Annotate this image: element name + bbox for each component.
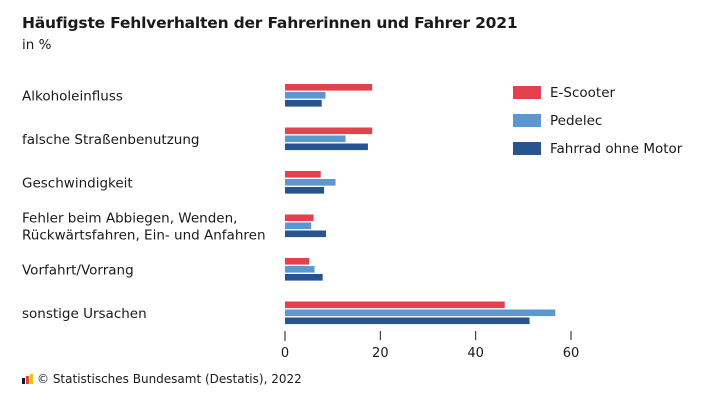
bar-1-4: [285, 266, 315, 273]
legend-swatch-1: [513, 114, 541, 127]
source-footer: © Statistisches Bundesamt (Destatis), 20…: [22, 372, 302, 386]
bar-2-5: [285, 317, 530, 325]
chart-subtitle: in %: [22, 37, 52, 53]
bar-1-3: [285, 222, 312, 230]
category-label: Geschwindigkeit: [22, 175, 133, 191]
legend-swatch-2: [513, 142, 541, 155]
footer-text: © Statistisches Bundesamt (Destatis), 20…: [37, 372, 302, 386]
x-tick-label: 0: [281, 346, 289, 361]
bar-1-5: [285, 309, 556, 317]
chart-title: Häufigste Fehlverhalten der Fahrerinnen …: [22, 14, 518, 32]
bar-1-2: [285, 179, 336, 186]
x-tick-label: 60: [563, 346, 580, 361]
destatis-logo-icon: [22, 374, 33, 384]
category-label: falsche Straßenbenutzung: [22, 132, 199, 148]
category-label: Fehler beim Abbiegen, Wenden,: [22, 210, 237, 226]
legend-label-2: Fahrrad ohne Motor: [550, 141, 683, 157]
x-tick-label: 20: [372, 346, 389, 361]
bar-2-1: [285, 143, 368, 151]
bar-2-4: [285, 274, 323, 281]
bar-2-0: [285, 100, 322, 107]
bar-0-5: [285, 301, 505, 309]
category-label: Vorfahrt/Vorrang: [22, 262, 134, 278]
category-label: Alkoholeinfluss: [22, 88, 123, 104]
bar-0-4: [285, 258, 310, 265]
bar-0-1: [285, 127, 373, 135]
bar-0-3: [285, 214, 314, 222]
bar-0-2: [285, 171, 321, 178]
legend-label-1: Pedelec: [550, 113, 602, 129]
bar-2-3: [285, 230, 326, 238]
bar-0-0: [285, 84, 373, 91]
category-label: sonstige Ursachen: [22, 306, 147, 322]
legend-swatch-0: [513, 86, 541, 99]
bar-2-2: [285, 187, 325, 194]
legend-label-0: E-Scooter: [550, 85, 616, 101]
bar-1-1: [285, 135, 346, 143]
bar-1-0: [285, 92, 326, 99]
x-tick-label: 40: [467, 346, 484, 361]
category-label: Rückwärtsfahren, Ein- und Anfahren: [22, 227, 266, 243]
